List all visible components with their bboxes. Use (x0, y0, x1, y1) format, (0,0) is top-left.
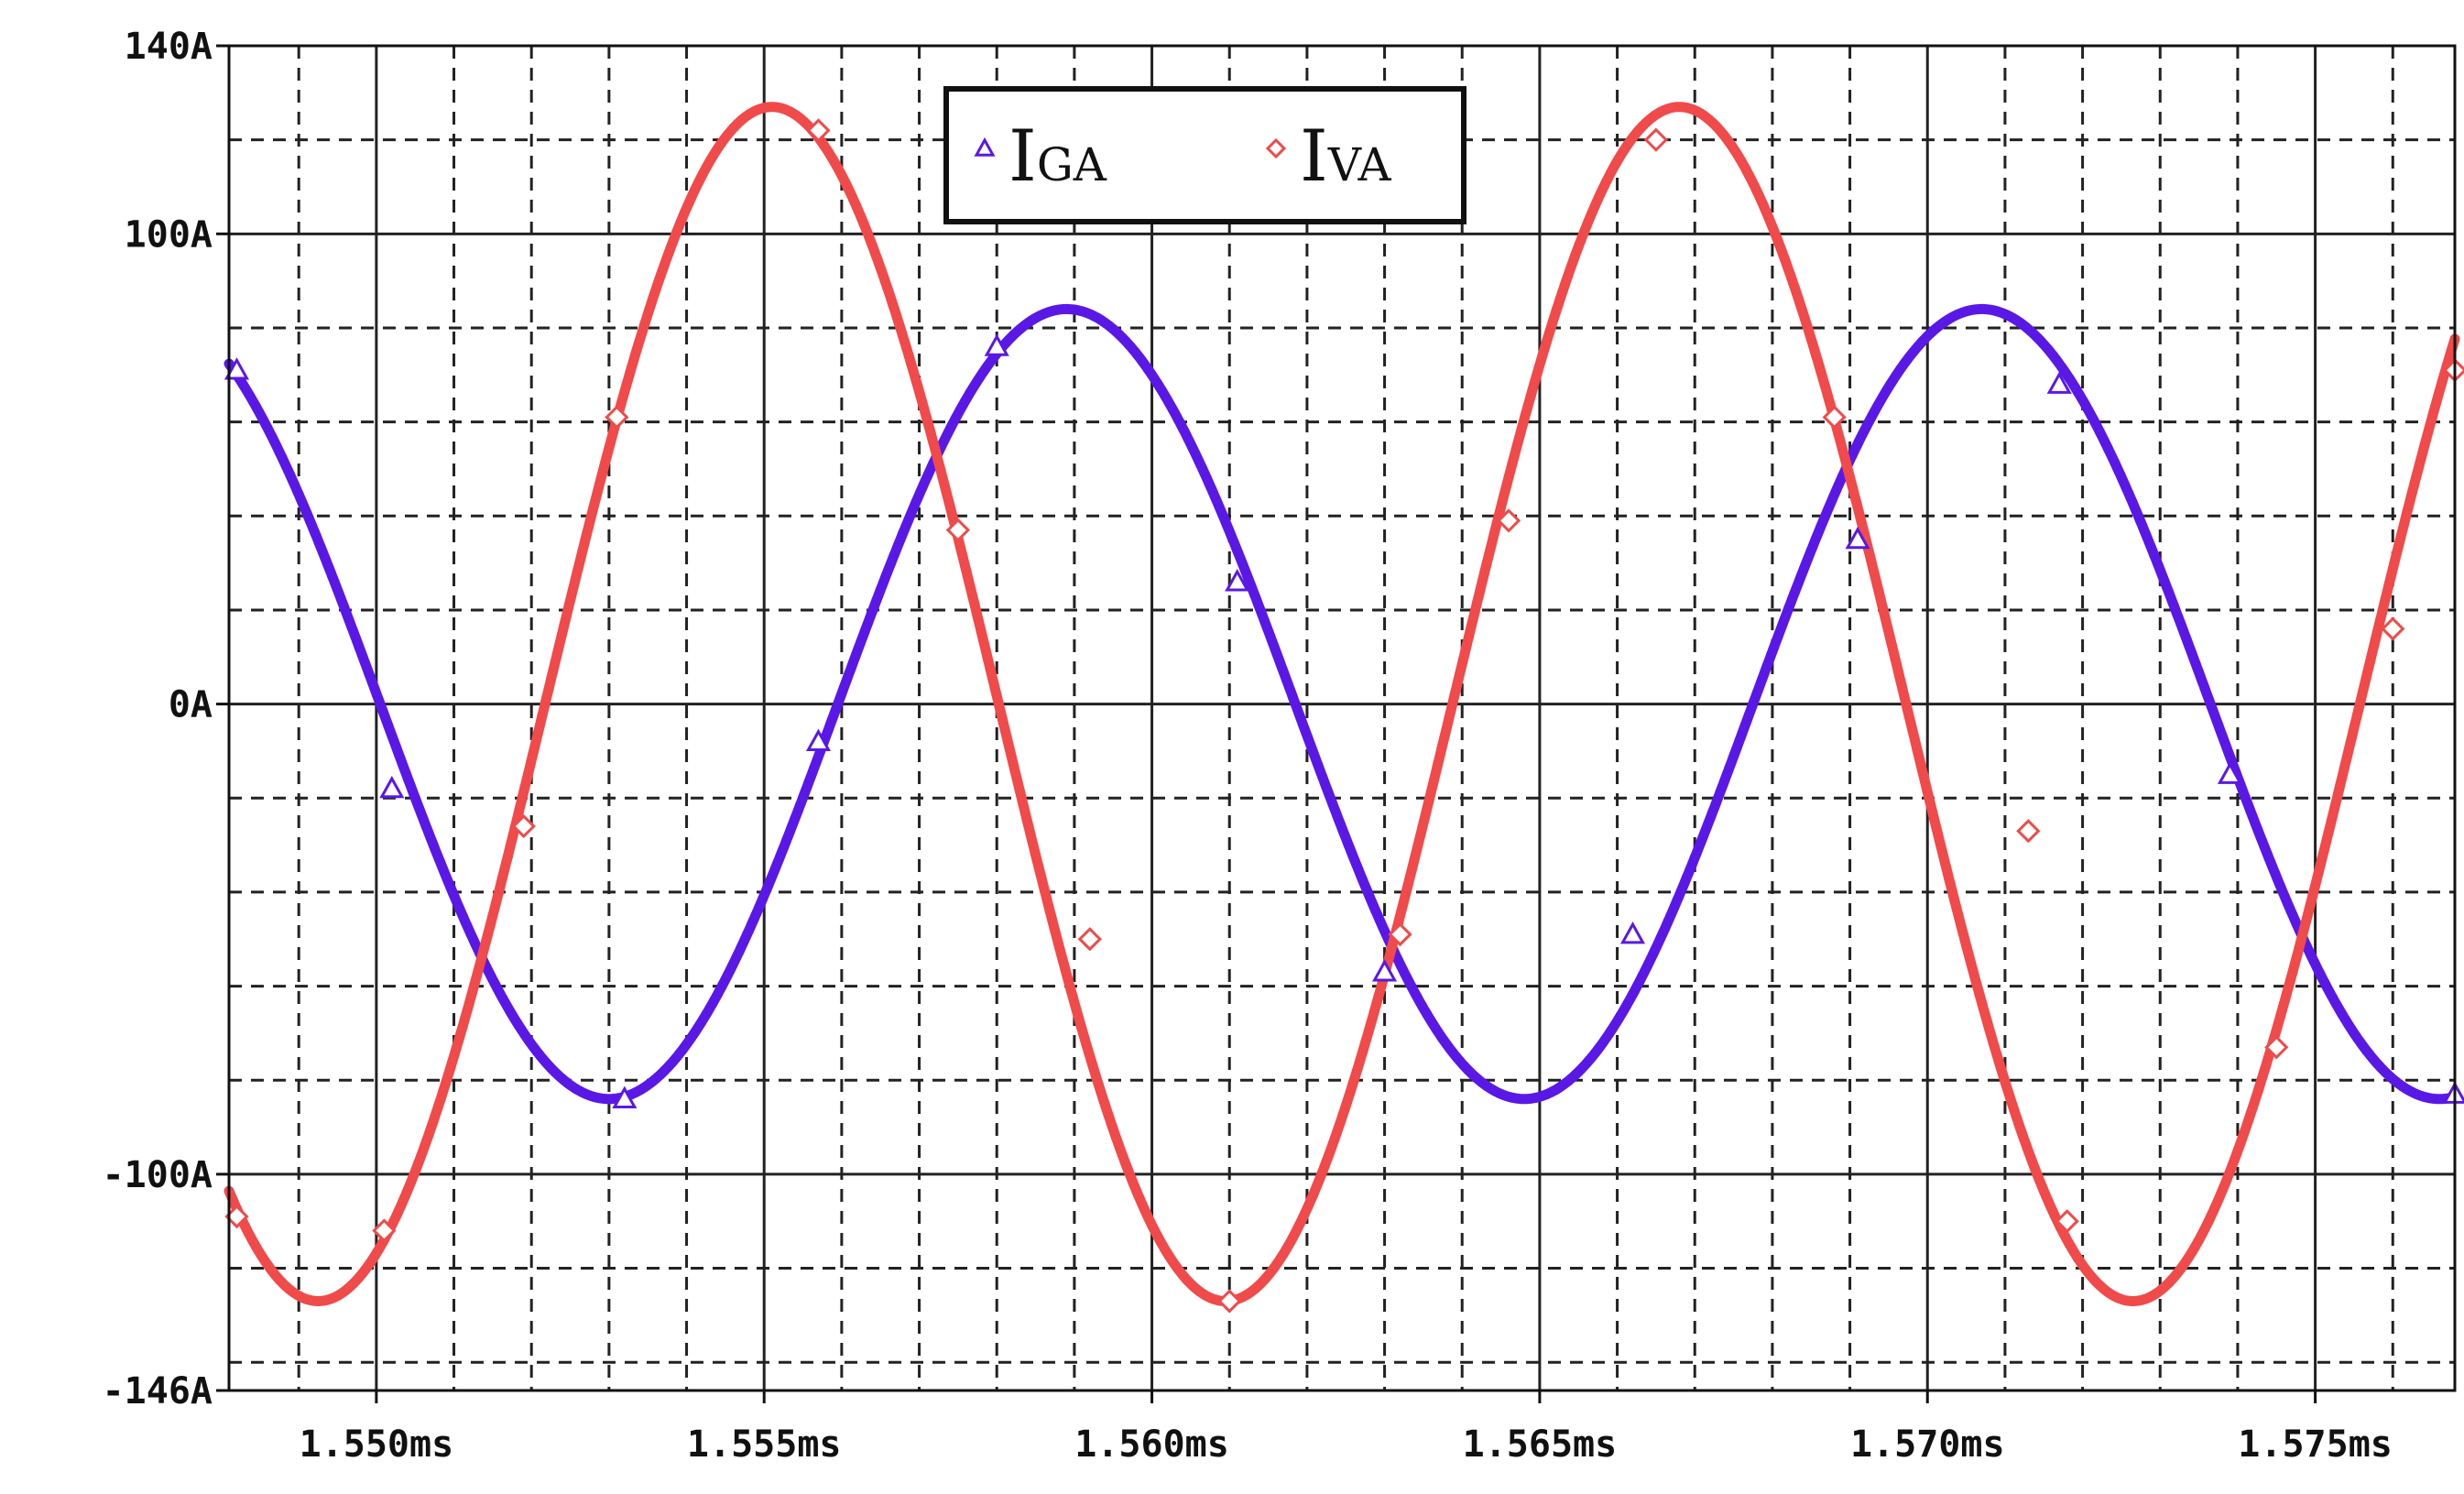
plot-frame (227, 44, 2457, 1392)
legend-marker-triangle (974, 136, 996, 157)
y-tick-label: -100A (103, 1154, 213, 1196)
legend-marker-diamond (1265, 137, 1287, 159)
data-point-iga (1372, 959, 1398, 982)
marker-layer (224, 118, 2464, 1314)
data-point-iva (945, 518, 971, 542)
data-point-iva (2264, 1035, 2289, 1060)
data-point-iva (372, 1218, 397, 1243)
y-tick-label: 100A (125, 213, 213, 256)
x-tick-label: 1.565ms (1463, 1423, 1618, 1466)
legend-box (943, 86, 1466, 224)
y-tick-label: 140A (125, 26, 213, 68)
series-line-iga (224, 303, 2460, 1105)
x-tick-label: 1.575ms (2238, 1423, 2393, 1466)
data-point-iva (806, 118, 831, 143)
data-point-iga (1225, 569, 1250, 592)
data-point-iva (605, 405, 629, 430)
data-point-iga (612, 1085, 638, 1109)
data-point-iva (1077, 927, 1102, 952)
legend-label-iga: IGA (1008, 115, 1107, 198)
data-point-iva (2381, 616, 2405, 641)
legend-label-sub: GA (1037, 138, 1107, 191)
legend-entries: IGA IVA (974, 115, 1392, 198)
data-point-iva (2016, 819, 2041, 844)
data-point-iga (2046, 371, 2072, 394)
legend: IGA IVA (943, 86, 1466, 224)
data-point-iga (379, 775, 405, 799)
legend-label-main: I (1300, 115, 1328, 198)
data-point-iga (224, 357, 250, 380)
data-point-iga (2217, 761, 2243, 784)
legend-label-iva: IVA (1300, 115, 1392, 198)
x-tick-label: 1.570ms (1850, 1423, 2005, 1466)
series-line-iva (224, 102, 2460, 1306)
legend-entry-iga: IGA (974, 115, 1107, 198)
series-layer (224, 102, 2460, 1306)
x-tick-label: 1.560ms (1074, 1423, 1229, 1466)
x-axis-ticks: 1.550ms 1.555ms 1.560ms 1.565ms 1.570ms 1.575… (300, 1390, 2393, 1466)
data-point-iva (1217, 1289, 1242, 1314)
x-tick-label: 1.555ms (687, 1423, 842, 1466)
y-tick-label: 0A (169, 684, 213, 726)
legend-label-main: I (1008, 115, 1037, 198)
legend-entry-iva: IVA (1265, 115, 1392, 198)
data-point-iva (2055, 1209, 2079, 1234)
data-point-iva (511, 813, 536, 839)
data-point-iva (1496, 508, 1521, 533)
data-point-iga (1619, 921, 1646, 944)
y-axis-ticks: 140A 100A 0A -100A -146A (103, 26, 229, 1412)
data-point-iva (1822, 405, 1847, 430)
y-tick-label: -146A (103, 1370, 213, 1412)
data-point-iga (1845, 526, 1870, 550)
data-point-iva (1388, 921, 1412, 947)
legend-label-sub: VA (1327, 138, 1392, 191)
data-point-iga (984, 333, 1009, 356)
data-point-iga (805, 728, 832, 751)
data-point-iva (1643, 127, 1669, 152)
x-tick-label: 1.550ms (300, 1423, 454, 1466)
